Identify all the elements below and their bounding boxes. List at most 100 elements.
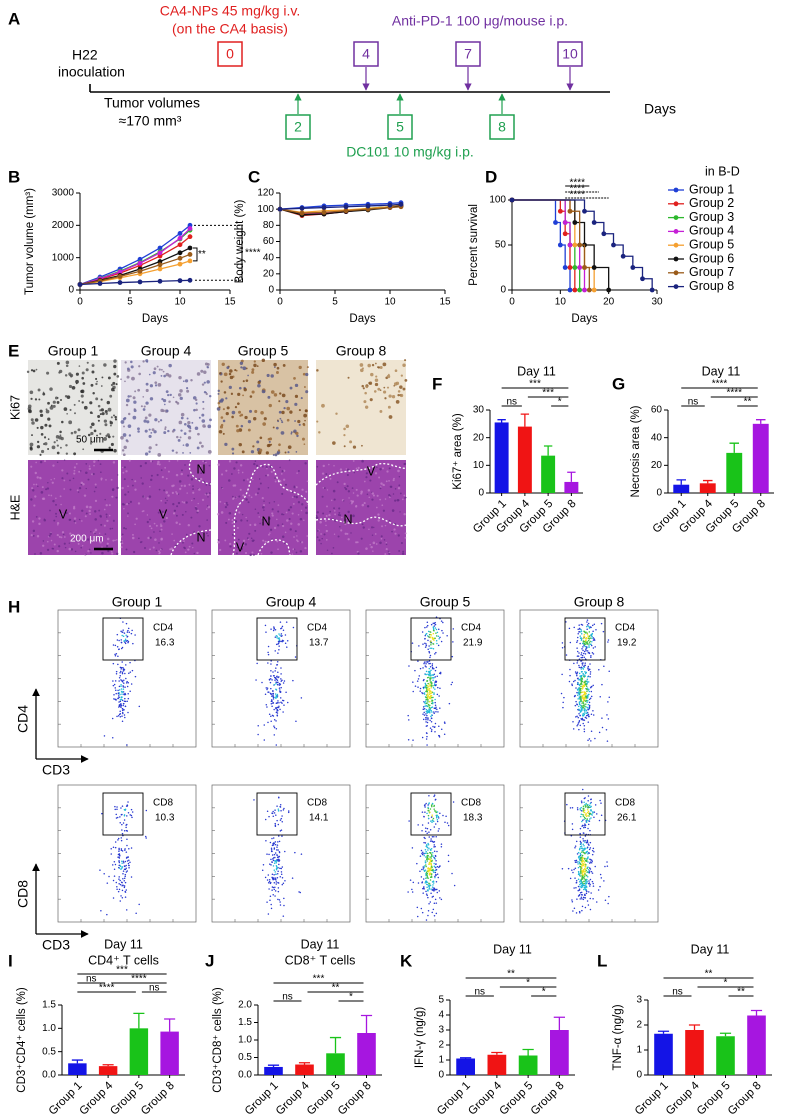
nucleus <box>68 384 73 389</box>
legend-label: Group 7 <box>689 265 734 279</box>
nucleus <box>91 412 94 415</box>
nucleus <box>205 392 208 396</box>
nucleus <box>302 423 306 427</box>
event <box>117 692 120 695</box>
event <box>120 685 122 687</box>
event <box>587 708 589 711</box>
nucleus <box>399 385 403 389</box>
y-tick-label: 40 <box>651 432 663 443</box>
he-texture <box>193 531 196 533</box>
event <box>587 639 590 642</box>
event <box>408 719 410 721</box>
he-texture <box>63 488 66 490</box>
event <box>264 693 267 696</box>
event <box>578 664 580 667</box>
he-texture <box>178 480 182 483</box>
event <box>591 853 594 856</box>
nucleus <box>290 432 293 435</box>
event <box>432 628 435 630</box>
nucleus <box>200 369 204 373</box>
event <box>568 680 571 683</box>
nucleus <box>388 415 393 419</box>
he-texture <box>264 519 268 522</box>
he-texture <box>404 497 406 499</box>
event <box>127 711 129 714</box>
event <box>275 720 277 722</box>
event <box>576 674 578 677</box>
he-texture <box>94 532 96 535</box>
event <box>291 877 294 879</box>
event <box>272 893 274 896</box>
he-texture <box>158 463 161 466</box>
he-texture <box>185 533 188 536</box>
he-texture <box>325 529 328 533</box>
event <box>586 688 588 691</box>
nucleus <box>297 419 301 424</box>
event <box>116 633 119 636</box>
event <box>120 704 123 707</box>
nucleus <box>40 449 45 454</box>
event <box>430 816 433 818</box>
he-texture <box>175 473 179 477</box>
he-texture <box>228 511 232 515</box>
he-texture <box>108 504 111 507</box>
nucleus <box>148 428 151 431</box>
event <box>431 667 434 670</box>
event <box>436 850 438 853</box>
y-tick-label: 2 <box>438 1040 444 1051</box>
significance-label: ** <box>744 397 752 408</box>
event <box>274 693 277 695</box>
nucleus <box>273 393 278 397</box>
event <box>436 675 438 678</box>
he-texture <box>160 523 162 525</box>
event <box>428 710 431 713</box>
event <box>429 677 431 680</box>
he-texture <box>154 538 157 541</box>
event <box>580 630 583 632</box>
he-texture <box>60 503 62 506</box>
event <box>580 668 583 670</box>
event <box>266 706 268 708</box>
point <box>137 268 143 274</box>
event <box>435 616 438 618</box>
he-texture <box>90 552 92 554</box>
event <box>272 857 275 859</box>
event <box>440 728 443 730</box>
event <box>418 645 420 647</box>
he-texture <box>334 519 337 522</box>
event <box>427 711 430 714</box>
x-tick-label: 0 <box>509 297 515 308</box>
he-texture <box>134 488 137 491</box>
event <box>285 621 288 623</box>
event <box>421 852 423 855</box>
event <box>586 633 589 635</box>
event <box>115 652 118 655</box>
event <box>606 861 608 863</box>
he-texture <box>161 510 164 513</box>
event <box>119 900 122 902</box>
chart-title: Day 11 <box>517 364 556 378</box>
he-texture <box>140 477 142 479</box>
he-texture <box>60 536 63 539</box>
event <box>276 858 278 861</box>
panel-letter: K <box>400 951 413 970</box>
event <box>120 639 122 641</box>
nucleus <box>143 405 146 408</box>
y-tick-label: 2 <box>636 1020 642 1031</box>
event <box>276 846 278 848</box>
he-texture <box>59 495 62 498</box>
event <box>280 627 283 629</box>
event <box>589 847 592 849</box>
event <box>120 697 122 699</box>
event <box>422 708 425 711</box>
event <box>277 898 279 901</box>
event <box>436 873 439 875</box>
event <box>581 801 583 804</box>
he-texture <box>306 480 309 483</box>
event <box>590 656 592 658</box>
event <box>270 858 272 861</box>
nucleus <box>387 405 391 409</box>
event <box>566 803 568 806</box>
event <box>607 902 609 905</box>
nucleus <box>275 426 279 430</box>
